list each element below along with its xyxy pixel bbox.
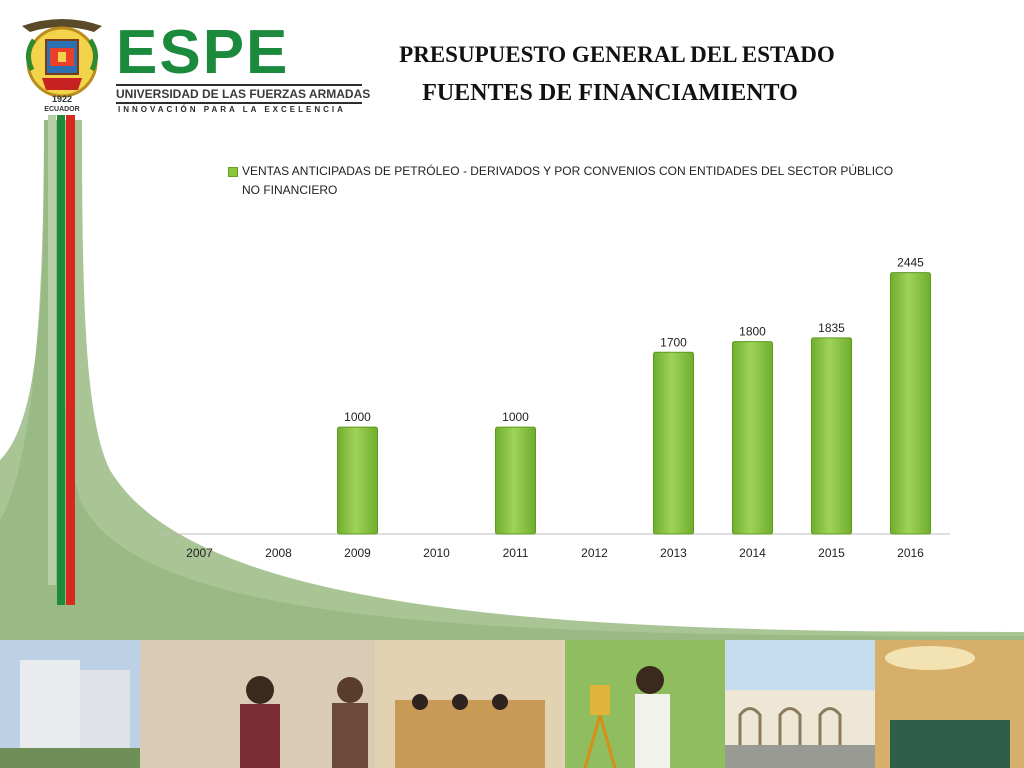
slide-subtitle: FUENTES DE FINANCIAMIENTO bbox=[422, 80, 798, 106]
data-label-2013: 1700 bbox=[660, 335, 687, 349]
emblem-country: ECUADOR bbox=[44, 106, 79, 113]
university-emblem: 1922 ECUADOR bbox=[22, 19, 102, 113]
x-tick-label-2008: 2008 bbox=[265, 546, 292, 560]
library-photo bbox=[875, 640, 1024, 768]
students-photo bbox=[140, 640, 375, 768]
surveying-photo bbox=[565, 640, 725, 768]
x-tick-label-2016: 2016 bbox=[897, 546, 924, 560]
brand-name: ESPE bbox=[116, 18, 290, 87]
data-label-2014: 1800 bbox=[739, 325, 766, 339]
bar-2016 bbox=[890, 272, 931, 535]
x-tick-label-2015: 2015 bbox=[818, 546, 845, 560]
emblem-year: 1922 bbox=[52, 94, 72, 104]
data-label-2009: 1000 bbox=[344, 410, 371, 424]
x-tick-label-2014: 2014 bbox=[739, 546, 766, 560]
x-tick-label-2010: 2010 bbox=[423, 546, 450, 560]
building-photo bbox=[0, 640, 140, 768]
x-tick-label-2012: 2012 bbox=[581, 546, 608, 560]
x-tick-label-2009: 2009 bbox=[344, 546, 371, 560]
background-curve bbox=[0, 0, 1024, 640]
legend-swatch bbox=[228, 167, 238, 177]
bar-2015 bbox=[811, 337, 852, 535]
data-label-2015: 1835 bbox=[818, 321, 845, 335]
campus-photo bbox=[725, 640, 875, 768]
brand-motto: INNOVACIÓN PARA LA EXCELENCIA bbox=[118, 105, 346, 114]
chart-legend: VENTAS ANTICIPADAS DE PETRÓLEO - DERIVAD… bbox=[228, 162, 908, 200]
bar-2009 bbox=[337, 426, 378, 535]
bar-2011 bbox=[495, 426, 536, 535]
legend-label: VENTAS ANTICIPADAS DE PETRÓLEO - DERIVAD… bbox=[242, 164, 894, 197]
x-tick-label-2011: 2011 bbox=[503, 546, 529, 560]
bar-2014 bbox=[732, 341, 773, 535]
brand-logo: ESPE UNIVERSIDAD DE LAS FUERZAS ARMADAS … bbox=[116, 22, 370, 116]
data-label-2016: 2445 bbox=[897, 256, 924, 270]
classroom-photo bbox=[375, 640, 565, 768]
bar-chart: 2007 2008 1000 2009 2010 1000 2011 2012 1700 2013… bbox=[160, 256, 950, 560]
x-tick-label-2013: 2013 bbox=[660, 546, 687, 560]
x-tick-label-2007: 2007 bbox=[186, 546, 213, 560]
brand-university: UNIVERSIDAD DE LAS FUERZAS ARMADAS bbox=[116, 84, 370, 104]
bar-2013 bbox=[653, 351, 694, 535]
data-label-2011: 1000 bbox=[502, 410, 529, 424]
slide-title: PRESUPUESTO GENERAL DEL ESTADO bbox=[399, 42, 835, 67]
photo-strip bbox=[0, 640, 1024, 768]
